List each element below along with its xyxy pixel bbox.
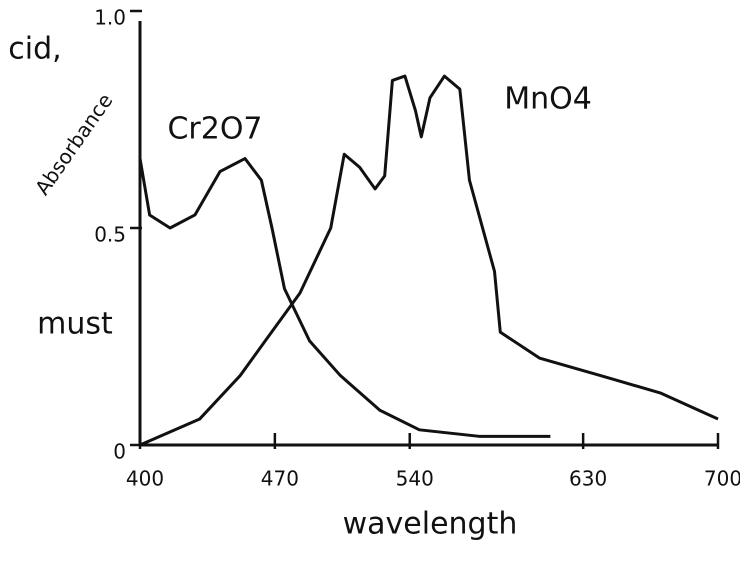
x-tick-label: 540 (396, 467, 434, 491)
series-label: Cr2O7 (167, 112, 262, 147)
x-tick-label: 630 (569, 467, 607, 491)
series-line (138, 157, 551, 438)
y-tick-label: 1.0 (94, 6, 126, 30)
series-line (139, 74, 719, 447)
x-axis-label: wavelength (343, 507, 518, 542)
annotation: must (37, 307, 113, 342)
y-tick-label: 0.5 (94, 223, 126, 247)
annotation: cid, (8, 32, 61, 67)
x-tick-label: 400 (126, 467, 164, 491)
y-tick-label: 0 (113, 440, 126, 464)
y-axis-label: Absorbance (30, 89, 117, 200)
series-label: MnO4 (504, 82, 592, 117)
x-tick-label: 700 (704, 467, 740, 491)
x-tick-label: 470 (261, 467, 299, 491)
